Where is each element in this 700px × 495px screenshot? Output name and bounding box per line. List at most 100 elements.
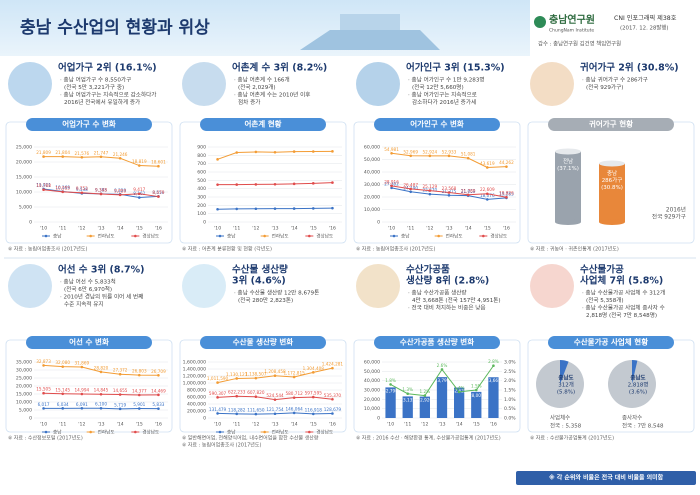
bullet-text: (전국 280만 2,823톤) (238, 296, 293, 304)
data-label: 131,479 (209, 407, 227, 412)
legend-dot (218, 430, 222, 434)
data-label: 1.2% (420, 389, 431, 394)
data-label: 580,712 (285, 391, 303, 396)
data-point (157, 393, 160, 397)
data-point (137, 196, 141, 199)
data-point (235, 207, 239, 211)
legend-label: 경상남도 (316, 429, 333, 436)
x-tick-label: '13 (97, 422, 104, 428)
y-tick-label: 700 (197, 161, 206, 167)
data-point (216, 396, 219, 399)
data-point (389, 383, 392, 386)
x-tick-label: '15 (136, 226, 143, 232)
data-label: 10,768 (36, 183, 51, 188)
data-label: 10,055 (55, 185, 70, 190)
bullet-text: · 충남 어촌계 수는 2010년 이후 (234, 91, 310, 99)
legend-dot (89, 234, 92, 238)
bullet-text: (전국 12만 5,660명) (412, 83, 464, 91)
data-point (423, 394, 427, 397)
data-label: 32,796 (383, 388, 398, 393)
x-tick-label: '14 (117, 226, 124, 232)
chart-title: 귀어가구 현황 (589, 119, 633, 129)
data-point (61, 190, 65, 194)
data-label: 21,059 (461, 189, 476, 194)
data-label: 9,229 (114, 188, 126, 193)
data-label: 52,924 (423, 149, 438, 154)
data-point (42, 155, 45, 158)
data-point (80, 191, 84, 195)
data-point (292, 207, 296, 210)
data-point (235, 412, 239, 416)
data-label: 9,348 (95, 187, 107, 192)
data-point (311, 182, 315, 185)
data-label: 6,100 (95, 402, 107, 407)
x-tick-label: '15 (310, 422, 317, 428)
chart-title-pill (200, 336, 326, 349)
bullet-text: · 충남 어가인구는 지속적으로 (408, 91, 477, 99)
data-label: 5,901 (133, 402, 145, 407)
panel-heading: 어촌계 수 3위 (8.2%) (232, 62, 327, 74)
data-label: 21,804 (55, 150, 70, 155)
panel-heading: 귀어가구 2위 (30.8%) (580, 62, 679, 74)
data-point (428, 189, 432, 192)
boat-cabin (340, 14, 400, 30)
legend-label: 충남 (227, 429, 236, 436)
logo-subtext: ChungNam Institute (549, 28, 594, 34)
legend-dot (437, 234, 440, 238)
y-tick-label: 500 (197, 178, 206, 184)
chart-title: 수산가공품 생산량 변화 (400, 337, 474, 347)
panel-heading: 수산물가공 (580, 264, 624, 276)
pie-count: 2,818명 (628, 382, 649, 389)
legend-label: 전라남도 (272, 429, 289, 436)
data-point (80, 155, 84, 159)
x-tick-label: '11 (404, 422, 411, 428)
data-label: 535,370 (324, 393, 342, 398)
data-point (409, 187, 413, 191)
legend-label: 경상남도 (142, 233, 159, 240)
data-label: 9,538 (76, 187, 88, 192)
data-point (235, 183, 239, 186)
panel-heading: 생산량 8위 (2.8%) (406, 275, 489, 287)
chart-title: 수산물 생산량 변화 (233, 337, 294, 347)
chart-title-pill (374, 336, 500, 349)
y-tick-label: 40,000 (364, 378, 380, 384)
pie-name: 충남도 (630, 374, 645, 382)
bullet-text: · 2010년 경남의 뒤를 이어 세 번째 (60, 293, 143, 301)
bullet-text: (전국 5,358개) (586, 296, 624, 304)
data-label: 14,655 (113, 388, 128, 393)
cylinder-base (555, 219, 581, 225)
bullet-text: (전국 929가구) (586, 83, 623, 91)
data-label: 1,130,121 (226, 372, 248, 377)
data-point (157, 373, 160, 377)
data-label: 1.3% (402, 387, 413, 392)
data-label: 590,307 (209, 391, 227, 396)
data-point (254, 376, 258, 380)
chart-title: 어선 수 변화 (69, 337, 109, 347)
data-label: 8,479 (152, 190, 164, 195)
data-point (42, 364, 45, 367)
data-label: 27,372 (113, 368, 128, 373)
y2-tick-label: 0.0% (504, 416, 516, 422)
y-tick-label: 400 (197, 186, 206, 192)
x-tick-label: '12 (78, 226, 85, 232)
legend-dot (308, 234, 311, 238)
data-label: 22,609 (480, 187, 495, 192)
data-point (80, 365, 84, 369)
data-label: 28,001 (469, 393, 484, 398)
data-point (331, 206, 334, 210)
y-tick-label: 20,000 (16, 160, 32, 166)
x-tick-label: '14 (117, 422, 124, 428)
data-label: 31,869 (75, 361, 90, 366)
pie-slice (632, 360, 638, 384)
chart-title-pill (26, 118, 152, 131)
data-label: 19,826 (499, 191, 514, 196)
data-point (118, 193, 122, 197)
data-point (235, 151, 239, 154)
data-label: 607,820 (247, 390, 265, 395)
chart-title-pill (548, 336, 674, 349)
legend-dot (89, 430, 92, 434)
legend-label: 경상남도 (490, 233, 507, 240)
data-point (137, 373, 141, 377)
data-label: 597,595 (305, 391, 323, 396)
y-tick-label: 20,000 (364, 195, 380, 201)
